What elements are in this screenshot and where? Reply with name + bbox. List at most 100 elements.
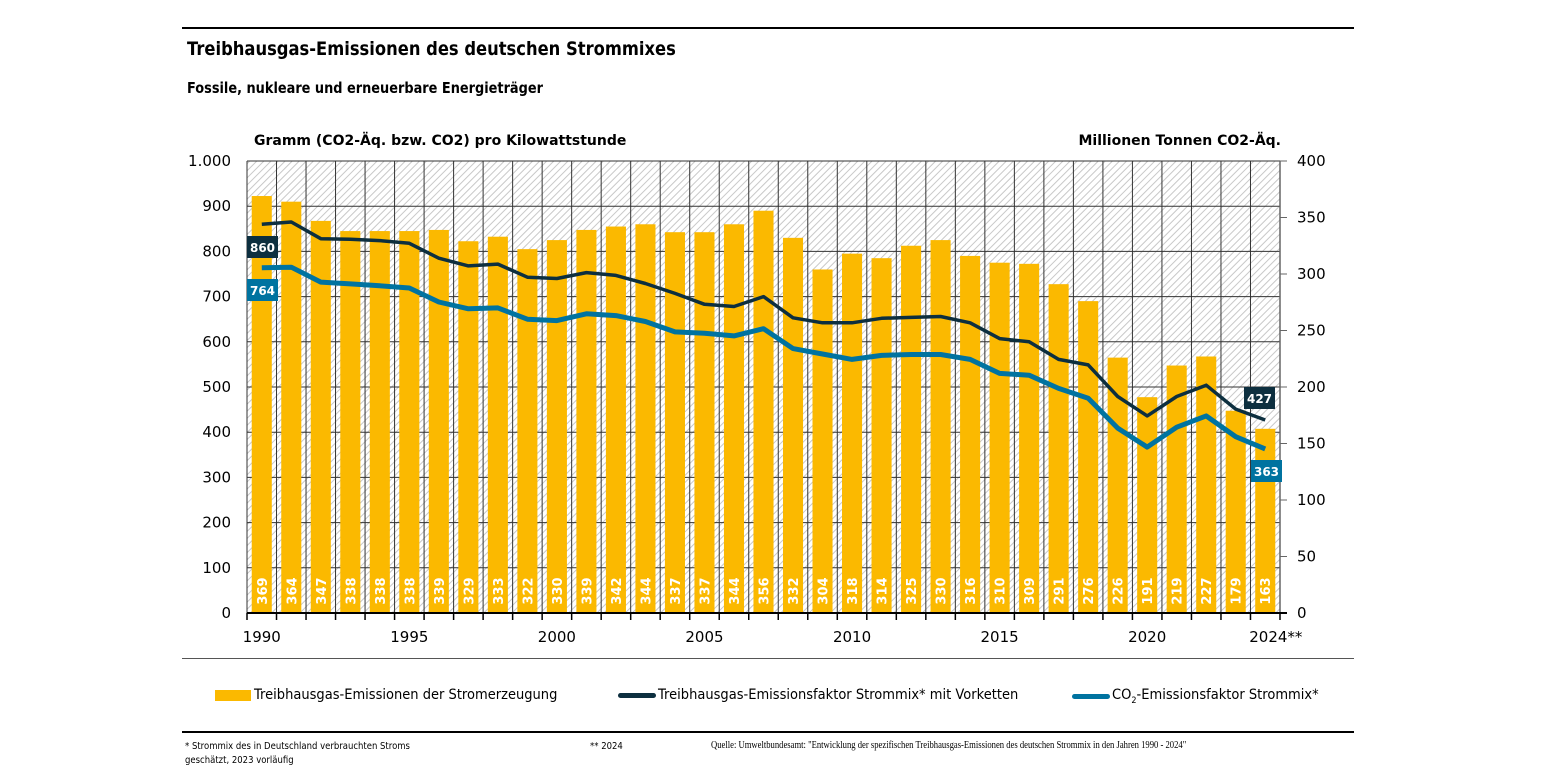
y-tick-left: 500 [202,378,231,396]
bar-value-label: 325 [905,577,920,604]
bar-value-label: 316 [964,577,979,604]
bar-value-label: 339 [580,577,595,604]
footnote-2: ** 2024 [590,741,623,752]
bar-value-label: 322 [521,577,536,604]
y-tick-left: 0 [221,604,231,622]
bar [487,236,508,613]
y-tick-left: 300 [202,468,231,486]
legend-item-line-blue: CO2-Emissionsfaktor Strommix* [1072,687,1342,706]
bar-value-label: 332 [787,577,802,604]
x-tick-label: 2000 [538,628,576,646]
bar [989,262,1010,613]
bar-value-label: 291 [1053,577,1068,604]
bar-value-label: 356 [758,577,773,604]
y-tick-right: 350 [1297,209,1326,227]
legend-item-line-dark: Treibhausgas-Emissionsfaktor Strommix* m… [618,687,1058,703]
x-tick-label: 2010 [833,628,871,646]
top-rule [182,27,1354,29]
x-tick-label: 2015 [981,628,1019,646]
legend-swatch-line-blue [1072,693,1110,699]
y-tick-right: 0 [1297,604,1307,622]
bar-value-label: 338 [403,577,418,604]
bar-value-label: 364 [285,577,300,604]
chart-subtitle: Fossile, nukleare und erneuerbare Energi… [187,79,543,97]
label-co2-first-box [247,279,278,301]
legend-label-line-blue: CO2-Emissionsfaktor Strommix* [1112,687,1319,706]
bar-value-label: 219 [1171,577,1186,604]
bar-value-label: 329 [462,577,477,604]
bar [1078,301,1099,613]
bar-value-label: 163 [1259,577,1274,604]
bar-value-label: 369 [256,577,271,604]
bar-value-label: 191 [1141,577,1156,604]
y-tick-left: 800 [202,242,231,260]
bar [1019,263,1040,613]
bar-value-label: 342 [610,577,625,604]
label-ghg-last-box [1244,387,1275,409]
left-axis-title: Gramm (CO2-Äq. bzw. CO2) pro Kilowattstu… [254,132,626,149]
axes: 0 100 200 300 400 500 600 700 800 900 1.000 0 50 100 1… [188,152,1326,646]
bar [1225,410,1246,613]
label-co2-last-box [1251,460,1282,482]
bar-value-label: 338 [374,577,389,604]
y-tick-left: 1.000 [188,152,231,170]
label-ghg-first-box [247,236,278,258]
legend-swatch-bars [215,689,251,701]
legend-item-bars: Treibhausgas-Emissionen der Stromerzeugu… [215,687,591,703]
bar-value-label: 314 [876,577,891,604]
bar [723,224,745,613]
y-tick-right: 300 [1297,265,1326,283]
legend-label-sub: 2 [1131,695,1137,706]
bar-value-label: 347 [315,577,330,604]
bar-value-label: 330 [935,577,950,604]
bar [1196,356,1217,613]
bar [842,253,863,613]
bar-value-label: 309 [1023,577,1038,604]
legend-top-rule [182,658,1354,659]
y-tick-right: 200 [1297,378,1326,396]
label-ghg-last: 427 [1247,392,1272,406]
y-tick-left: 100 [202,559,231,577]
bar-value-label: 338 [344,577,359,604]
y-tick-right: 250 [1297,322,1326,340]
y-tick-left: 400 [202,423,231,441]
bar-value-label: 344 [728,577,743,604]
y-tick-right: 100 [1297,491,1326,509]
y-tick-left: 600 [202,333,231,351]
bars [251,196,1276,614]
bar [753,210,774,613]
legend-label-bars: Treibhausgas-Emissionen der Stromerzeugu… [254,687,558,703]
bar [901,245,922,613]
bar [310,220,331,613]
bar [694,232,715,613]
bar-value-label: 337 [698,577,713,604]
legend-label-suffix: -Emissionsfaktor Strommix* [1136,687,1319,703]
bar [782,237,804,613]
x-tick-label: 2005 [685,628,723,646]
bar-value-label: 344 [639,577,654,604]
legend-swatch-line-dark [618,692,656,698]
x-tick-label: 2024** [1249,628,1303,646]
bar-value-label: 179 [1230,577,1245,604]
y-tick-left: 700 [202,288,231,306]
line-co2-factor [261,264,1267,452]
bar [517,249,538,613]
line-ghg-factor [261,220,1266,422]
source-note: Quelle: Umweltbundesamt: "Entwicklung de… [711,740,1187,751]
bar-value-label: 227 [1200,577,1215,604]
y-tick-right: 150 [1297,435,1326,453]
bar-value-label: 330 [551,577,566,604]
bar-value-label: 276 [1082,577,1097,604]
bar-value-label: 226 [1112,577,1127,604]
label-co2-first: 764 [250,284,275,298]
bar [605,226,626,614]
y-tick-left: 200 [202,514,231,532]
bar-value-label: 339 [433,577,448,604]
bar [458,241,479,614]
chart-title: Treibhausgas-Emissionen des deutschen St… [187,38,676,60]
legend-label-line-dark: Treibhausgas-Emissionsfaktor Strommix* m… [658,687,1019,703]
y-tick-right: 400 [1297,152,1326,170]
legend-label-co: CO [1112,687,1132,703]
bar-value-label: 310 [994,577,1009,604]
